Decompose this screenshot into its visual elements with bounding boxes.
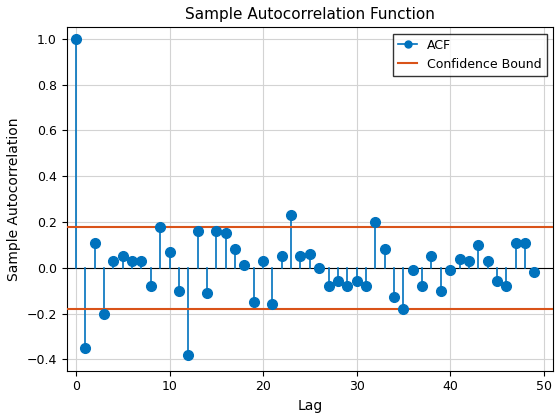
- Legend: ACF, Confidence Bound: ACF, Confidence Bound: [394, 34, 547, 76]
- X-axis label: Lag: Lag: [297, 399, 323, 413]
- Title: Sample Autocorrelation Function: Sample Autocorrelation Function: [185, 7, 435, 22]
- Y-axis label: Sample Autocorrelation: Sample Autocorrelation: [7, 117, 21, 281]
